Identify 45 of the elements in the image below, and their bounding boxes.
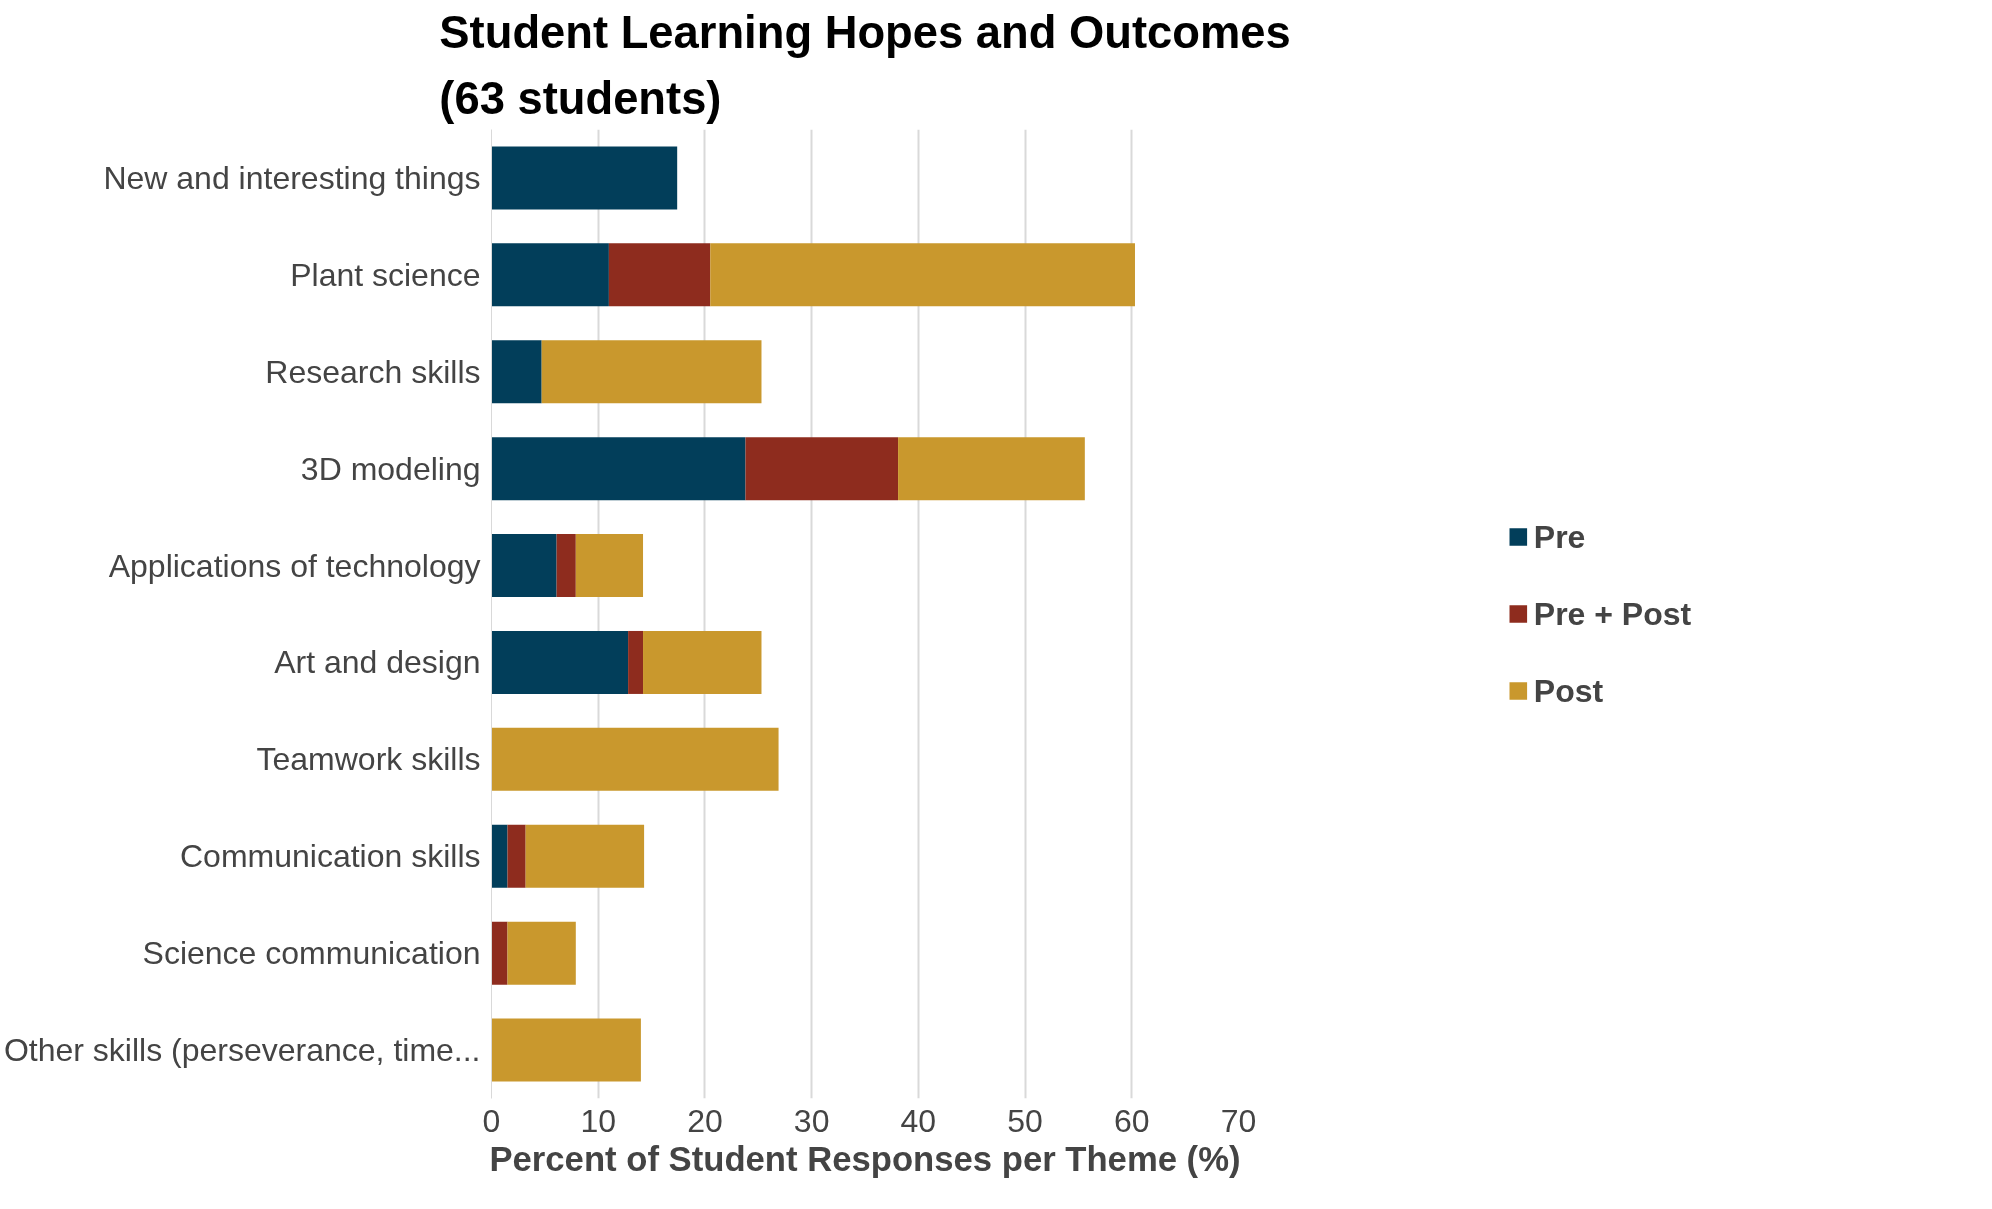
legend-label: Pre + Post — [1533, 595, 1692, 632]
bar — [491, 824, 508, 888]
x-tick-label: 50 — [1007, 1102, 1043, 1139]
legend-label: Pre — [1533, 518, 1586, 555]
chart-title: Student Learning Hopes and Outcomes (63 students) — [439, 7, 1291, 125]
y-tick-label: Art and design — [274, 644, 481, 681]
bar — [491, 146, 678, 210]
bar — [608, 243, 711, 307]
y-tick-label: Other skills (perseverance, time... — [3, 1032, 481, 1069]
x-tick-label: 40 — [900, 1102, 937, 1139]
x-tick-label: 60 — [1113, 1102, 1150, 1139]
bar — [898, 437, 1085, 501]
x-axis-title: Percent of Student Responses per Theme (%) — [489, 1139, 1241, 1178]
legend-label: Post — [1533, 672, 1604, 709]
bar — [491, 437, 746, 501]
bar — [643, 630, 762, 694]
bar — [556, 534, 576, 598]
y-tick-label: 3D modeling — [300, 450, 481, 487]
bar — [491, 534, 557, 598]
x-tick-label: 30 — [793, 1102, 830, 1139]
bar — [525, 824, 645, 888]
bar — [491, 243, 609, 307]
bar — [745, 437, 899, 501]
y-tick-label: Teamwork skills — [256, 741, 481, 778]
bar — [507, 921, 576, 985]
bar — [507, 824, 526, 888]
bar — [491, 1018, 641, 1082]
bar — [491, 727, 779, 791]
bar — [491, 630, 629, 694]
bar — [628, 630, 644, 694]
bar — [491, 340, 542, 404]
y-tick-label: Plant science — [290, 256, 481, 293]
y-tick-label: New and interesting things — [103, 159, 481, 196]
y-tick-label: Applications of technology — [108, 547, 481, 584]
x-tick-label: 0 — [482, 1102, 501, 1139]
x-tick-label: 20 — [687, 1102, 723, 1139]
y-tick-label: Research skills — [265, 353, 481, 390]
x-tick-label: 70 — [1220, 1102, 1257, 1139]
bar — [575, 534, 644, 598]
y-tick-label: Science communication — [142, 935, 481, 972]
bar — [491, 921, 508, 985]
bar — [541, 340, 762, 404]
bar — [710, 243, 1135, 307]
x-tick-label: 10 — [580, 1102, 617, 1139]
y-tick-label: Communication skills — [179, 838, 481, 875]
